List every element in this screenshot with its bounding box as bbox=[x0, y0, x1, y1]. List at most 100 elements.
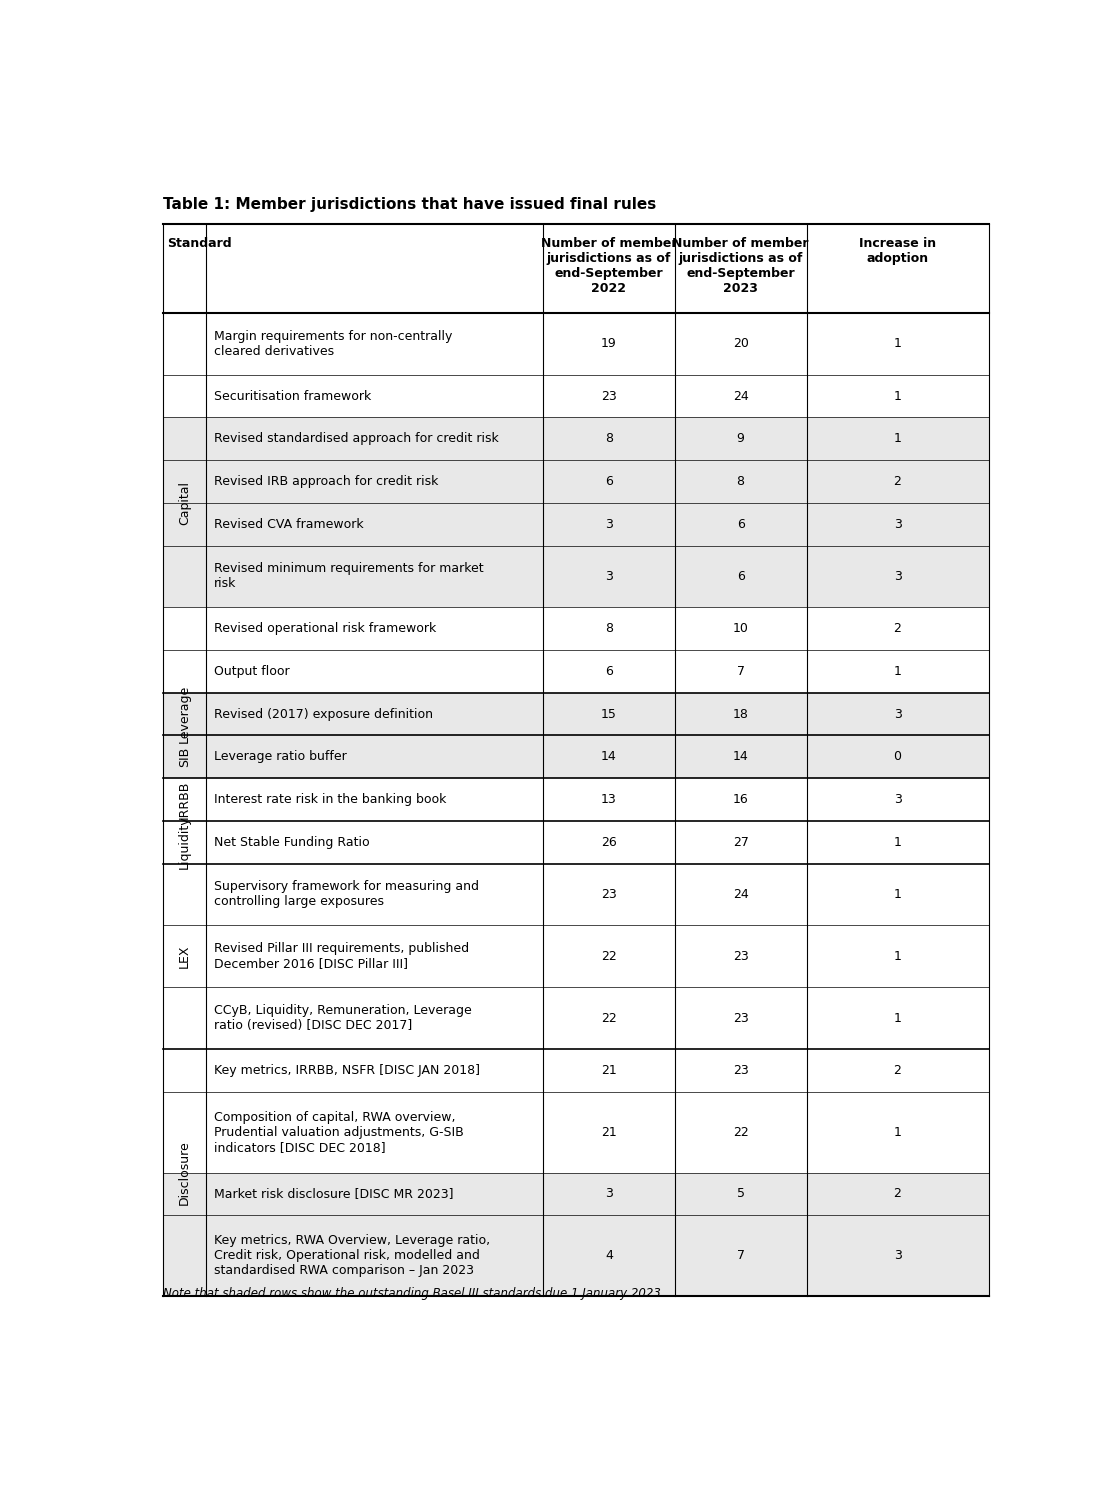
Text: Liquidity: Liquidity bbox=[178, 815, 192, 869]
Bar bbox=[164, 546, 989, 608]
Text: 23: 23 bbox=[601, 887, 617, 901]
Text: 6: 6 bbox=[605, 665, 613, 678]
Text: 8: 8 bbox=[605, 432, 613, 445]
Text: 1: 1 bbox=[894, 665, 902, 678]
Bar bbox=[164, 460, 989, 502]
Text: 18: 18 bbox=[732, 707, 748, 720]
Text: 3: 3 bbox=[605, 570, 613, 584]
Text: 15: 15 bbox=[601, 707, 617, 720]
Text: 1: 1 bbox=[894, 836, 902, 848]
Text: Revised standardised approach for credit risk: Revised standardised approach for credit… bbox=[214, 432, 498, 445]
Text: IRRBB: IRRBB bbox=[178, 781, 192, 818]
Text: 6: 6 bbox=[737, 517, 745, 531]
Text: Revised minimum requirements for market
risk: Revised minimum requirements for market … bbox=[214, 562, 483, 591]
Text: Composition of capital, RWA overview,
Prudential valuation adjustments, G-SIB
in: Composition of capital, RWA overview, Pr… bbox=[214, 1110, 464, 1154]
Text: Securitisation framework: Securitisation framework bbox=[214, 390, 371, 403]
Text: Key metrics, RWA Overview, Leverage ratio,
Credit risk, Operational risk, modell: Key metrics, RWA Overview, Leverage rati… bbox=[214, 1235, 489, 1277]
Text: 23: 23 bbox=[732, 949, 748, 963]
Text: 2: 2 bbox=[894, 1188, 902, 1200]
Text: 8: 8 bbox=[605, 623, 613, 635]
Bar bbox=[164, 1173, 989, 1215]
Text: 2: 2 bbox=[894, 1063, 902, 1077]
Bar bbox=[164, 863, 989, 925]
Text: 3: 3 bbox=[894, 793, 902, 806]
Text: Net Stable Funding Ratio: Net Stable Funding Ratio bbox=[214, 836, 370, 848]
Text: Revised Pillar III requirements, published
December 2016 [DISC Pillar III]: Revised Pillar III requirements, publish… bbox=[214, 943, 469, 970]
Text: 1: 1 bbox=[894, 887, 902, 901]
Bar bbox=[164, 1048, 989, 1092]
Bar bbox=[164, 650, 989, 693]
Text: 1: 1 bbox=[894, 390, 902, 403]
Text: 6: 6 bbox=[737, 570, 745, 584]
Text: 1: 1 bbox=[894, 337, 902, 350]
Text: 3: 3 bbox=[605, 517, 613, 531]
Text: 9: 9 bbox=[737, 432, 745, 445]
Text: 21: 21 bbox=[601, 1125, 617, 1139]
Text: 23: 23 bbox=[732, 1012, 748, 1024]
Text: SIB: SIB bbox=[178, 746, 192, 767]
Text: 3: 3 bbox=[894, 707, 902, 720]
Text: Margin requirements for non-centrally
cleared derivatives: Margin requirements for non-centrally cl… bbox=[214, 329, 452, 358]
Text: 3: 3 bbox=[894, 570, 902, 584]
Bar bbox=[164, 502, 989, 546]
Text: 1: 1 bbox=[894, 949, 902, 963]
Text: Leverage ratio buffer: Leverage ratio buffer bbox=[214, 750, 346, 764]
Text: 5: 5 bbox=[737, 1188, 745, 1200]
Text: Leverage: Leverage bbox=[178, 684, 192, 743]
Text: 3: 3 bbox=[894, 1250, 902, 1262]
Bar bbox=[164, 418, 989, 460]
Text: 7: 7 bbox=[737, 665, 745, 678]
Text: Note that shaded rows show the outstanding Basel III standards due 1 January 202: Note that shaded rows show the outstandi… bbox=[164, 1287, 665, 1299]
Bar bbox=[164, 313, 989, 374]
Text: 14: 14 bbox=[601, 750, 617, 764]
Text: 27: 27 bbox=[732, 836, 748, 848]
Text: Revised operational risk framework: Revised operational risk framework bbox=[214, 623, 436, 635]
Text: Disclosure: Disclosure bbox=[178, 1140, 192, 1205]
Text: 6: 6 bbox=[605, 475, 613, 487]
Text: Capital: Capital bbox=[178, 481, 192, 525]
Text: Key metrics, IRRBB, NSFR [DISC JAN 2018]: Key metrics, IRRBB, NSFR [DISC JAN 2018] bbox=[214, 1063, 479, 1077]
Text: 1: 1 bbox=[894, 432, 902, 445]
Bar bbox=[164, 735, 989, 778]
Bar bbox=[164, 1215, 989, 1296]
Text: 20: 20 bbox=[732, 337, 748, 350]
Text: 21: 21 bbox=[601, 1063, 617, 1077]
Text: 24: 24 bbox=[732, 887, 748, 901]
Text: 22: 22 bbox=[732, 1125, 748, 1139]
Text: 16: 16 bbox=[732, 793, 748, 806]
Text: Revised IRB approach for credit risk: Revised IRB approach for credit risk bbox=[214, 475, 438, 487]
Text: 13: 13 bbox=[601, 793, 617, 806]
Text: Output floor: Output floor bbox=[214, 665, 289, 678]
Text: Market risk disclosure [DISC MR 2023]: Market risk disclosure [DISC MR 2023] bbox=[214, 1188, 454, 1200]
Text: Number of member
jurisdictions as of
end-September
2023: Number of member jurisdictions as of end… bbox=[672, 238, 809, 295]
Text: 19: 19 bbox=[601, 337, 617, 350]
Bar bbox=[164, 821, 989, 863]
Text: 8: 8 bbox=[737, 475, 745, 487]
Bar bbox=[164, 374, 989, 418]
Bar bbox=[164, 1092, 989, 1173]
Text: 14: 14 bbox=[732, 750, 748, 764]
Text: Revised (2017) exposure definition: Revised (2017) exposure definition bbox=[214, 707, 432, 720]
Bar bbox=[164, 778, 989, 821]
Text: 22: 22 bbox=[601, 949, 617, 963]
Bar bbox=[164, 608, 989, 650]
Text: 4: 4 bbox=[605, 1250, 613, 1262]
Text: 1: 1 bbox=[894, 1125, 902, 1139]
Bar bbox=[164, 925, 989, 987]
Text: 2: 2 bbox=[894, 623, 902, 635]
Text: 3: 3 bbox=[894, 517, 902, 531]
Text: 26: 26 bbox=[601, 836, 617, 848]
Text: 3: 3 bbox=[605, 1188, 613, 1200]
Text: 2: 2 bbox=[894, 475, 902, 487]
Text: Revised CVA framework: Revised CVA framework bbox=[214, 517, 363, 531]
Text: Supervisory framework for measuring and
controlling large exposures: Supervisory framework for measuring and … bbox=[214, 880, 478, 908]
Text: Increase in
adoption: Increase in adoption bbox=[859, 238, 936, 266]
Text: 23: 23 bbox=[601, 390, 617, 403]
Text: 10: 10 bbox=[732, 623, 748, 635]
Text: 7: 7 bbox=[737, 1250, 745, 1262]
Text: LEX: LEX bbox=[178, 945, 192, 969]
Text: 22: 22 bbox=[601, 1012, 617, 1024]
Text: 23: 23 bbox=[732, 1063, 748, 1077]
Text: Interest rate risk in the banking book: Interest rate risk in the banking book bbox=[214, 793, 446, 806]
Text: CCyB, Liquidity, Remuneration, Leverage
ratio (revised) [DISC DEC 2017]: CCyB, Liquidity, Remuneration, Leverage … bbox=[214, 1005, 472, 1032]
